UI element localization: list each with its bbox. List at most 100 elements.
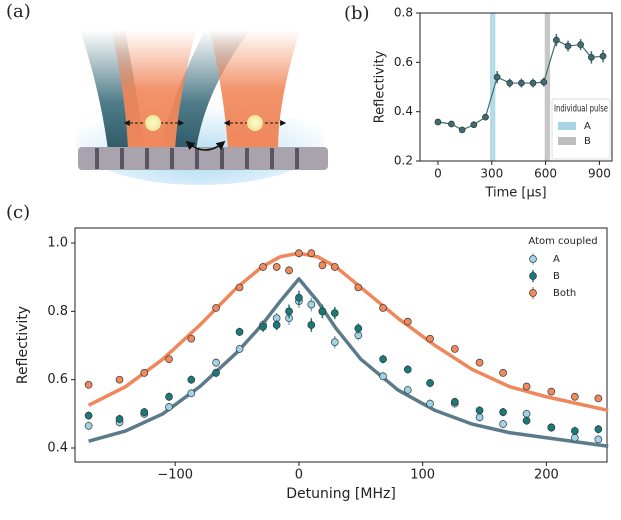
y-axis-label: Reflectivity (15, 306, 31, 384)
data-point (564, 42, 572, 50)
data-point (84, 380, 93, 389)
y-axis-label: Reflectivity (373, 50, 388, 123)
data-point (354, 283, 363, 292)
data-point (235, 283, 244, 292)
data-point (570, 392, 579, 401)
data-point (187, 389, 196, 398)
data-point (330, 309, 339, 317)
panel-label: (b) (344, 3, 370, 24)
data-point (577, 41, 584, 48)
data-point (318, 261, 327, 270)
data-point (187, 334, 196, 343)
plot-frame (419, 12, 613, 162)
panel-label: (c) (6, 202, 30, 223)
data-point (330, 338, 339, 346)
data-point (115, 375, 124, 384)
data-point (599, 52, 607, 60)
data-point (187, 375, 196, 384)
data-point (115, 415, 124, 423)
legend-title: Individual pulse (554, 104, 608, 115)
data-point (379, 304, 387, 312)
data-point (499, 408, 507, 416)
legend-label: A (584, 121, 591, 132)
y-tick-label: 0.4 (394, 104, 413, 118)
data-point (499, 420, 507, 428)
y-tick-label: 0.4 (47, 440, 68, 455)
data-point (458, 126, 466, 134)
data-point (295, 293, 303, 302)
legend-label: B (584, 136, 591, 147)
data-point (165, 403, 173, 411)
data-point (594, 435, 603, 444)
data-point (272, 321, 281, 329)
x-tick-label: 0 (434, 167, 442, 181)
highlight-region (489, 13, 496, 161)
legend-swatch (558, 137, 576, 145)
x-axis-label: Detuning [MHz] (286, 486, 396, 502)
x-tick-label: −100 (157, 468, 193, 483)
data-point (529, 79, 537, 87)
data-point (295, 249, 303, 258)
data-point (84, 411, 93, 420)
legend-marker (529, 289, 537, 297)
panel-label: (a) (6, 1, 31, 22)
data-point (259, 263, 267, 271)
data-point (522, 416, 531, 425)
atom (247, 115, 263, 131)
data-point (403, 317, 412, 326)
plot-frame (74, 227, 608, 463)
data-point (570, 427, 579, 435)
x-axis-label: Time [μs] (484, 186, 546, 201)
data-point (475, 406, 484, 415)
data-point (165, 355, 173, 364)
x-tick-label: 300 (480, 167, 503, 181)
x-tick-label: 900 (588, 167, 611, 181)
data-point (307, 300, 316, 309)
data-point (448, 120, 455, 128)
data-point (482, 113, 489, 121)
data-point (318, 307, 327, 316)
data-point (570, 433, 579, 442)
x-tick-label: 200 (534, 468, 559, 483)
data-point (434, 118, 442, 126)
data-point (285, 307, 293, 316)
substrate (78, 147, 328, 170)
data-point (354, 324, 363, 333)
legend-label: B (553, 271, 560, 282)
data-point (475, 413, 484, 422)
data-point (450, 398, 459, 406)
atom (145, 115, 161, 131)
data-point (594, 425, 603, 434)
data-point (140, 408, 149, 416)
legend-marker (529, 272, 537, 280)
data-point (330, 263, 339, 271)
y-tick-label: 0.2 (394, 154, 413, 168)
data-point (235, 327, 244, 336)
data-point (506, 79, 514, 87)
highlight-region (544, 13, 551, 161)
data-point (499, 368, 507, 377)
data-point (379, 355, 387, 364)
data-point (518, 79, 525, 87)
y-tick-label: 0.6 (47, 372, 68, 387)
data-point (426, 334, 434, 343)
data-point (403, 365, 412, 374)
data-point (470, 121, 478, 129)
data-point (426, 399, 434, 408)
data-point (493, 73, 501, 81)
grating (95, 148, 299, 169)
y-tick-label: 0.8 (394, 6, 413, 20)
data-point (403, 386, 412, 394)
data-point (285, 266, 293, 275)
data-point (553, 36, 560, 44)
legend-label: Both (553, 288, 576, 299)
data-point (307, 321, 316, 329)
illustration (75, 30, 328, 185)
fit-line (87, 251, 609, 413)
data-point (588, 54, 595, 61)
data-point (522, 382, 531, 391)
y-tick-label: 0.8 (47, 304, 68, 319)
x-tick-label: 600 (534, 167, 557, 181)
